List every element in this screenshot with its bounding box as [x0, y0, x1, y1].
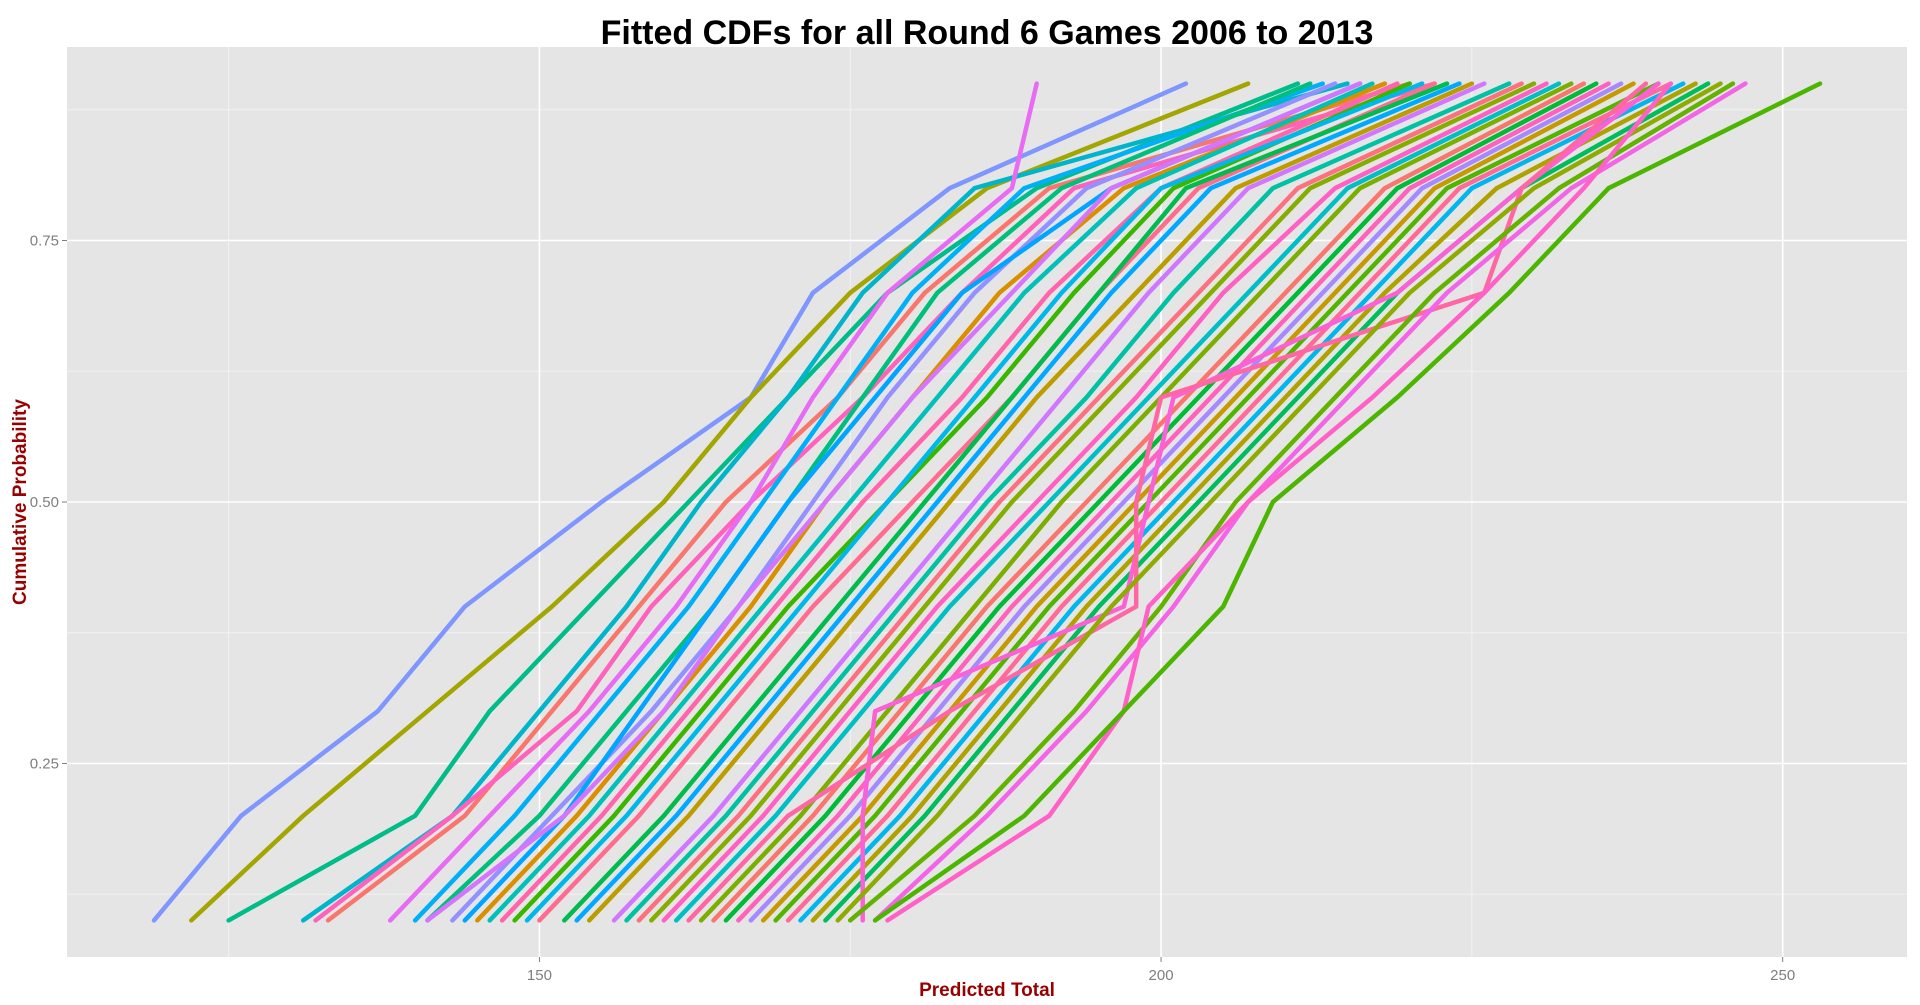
series-line-45	[872, 81, 1823, 923]
series-line-19	[562, 81, 1450, 923]
x-tick-label: 150	[527, 967, 552, 984]
series-line-25	[649, 81, 1537, 923]
series-line-13	[487, 81, 1375, 923]
series-line-24	[636, 81, 1524, 923]
y-tick-label: 0.75	[30, 233, 59, 250]
series-line-42	[847, 81, 1736, 923]
series-line-41	[835, 81, 1723, 923]
series-line-10	[450, 81, 1338, 923]
series-line-26	[661, 81, 1549, 923]
series-line-4	[300, 81, 1350, 923]
y-tick-label: 0.25	[30, 755, 59, 772]
series-line-27	[673, 81, 1562, 923]
series-line-32	[748, 81, 1624, 923]
series-line-40	[686, 81, 1649, 923]
series-line-37	[810, 81, 1698, 923]
series-line-11	[462, 81, 1363, 923]
series-line-30	[723, 81, 1599, 923]
x-tick-label: 200	[1149, 967, 1174, 984]
series-line-39	[860, 81, 1661, 923]
series-line-7	[387, 81, 1039, 923]
series-line-28	[698, 81, 1574, 923]
series-line-2	[189, 81, 1251, 923]
series-line-36	[798, 81, 1686, 923]
series-line-35	[785, 81, 1674, 923]
series-line-14	[499, 81, 1400, 923]
ticks: 150 200 250 0.25 0.50 0.75	[30, 233, 1795, 984]
series-layer	[151, 81, 1823, 923]
chart-title: Fitted CDFs for all Round 6 Games 2006 t…	[601, 14, 1374, 52]
series-line-16	[425, 81, 1363, 923]
series-line-44	[885, 81, 1674, 923]
series-line-22	[611, 81, 1487, 923]
series-line-21	[586, 81, 1475, 923]
series-line-8	[412, 81, 1325, 923]
series-line-17	[524, 81, 1425, 923]
x-axis-title: Predicted Total	[919, 980, 1055, 1001]
x-tick-label: 250	[1770, 967, 1795, 984]
series-line-18	[537, 81, 1437, 923]
series-line-1	[151, 81, 1189, 923]
y-tick-label: 0.50	[30, 494, 59, 511]
series-line-23	[624, 81, 1512, 923]
series-line-20	[574, 81, 1462, 923]
y-axis-title: Cumulative Probability	[10, 399, 31, 605]
